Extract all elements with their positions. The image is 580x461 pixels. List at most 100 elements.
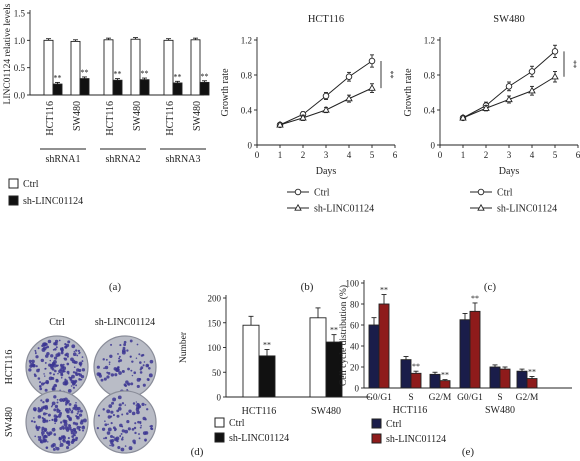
bar-d-ctrl	[242, 324, 260, 398]
y-tick-label-b: 1.2	[241, 36, 252, 46]
colony-dot	[62, 419, 66, 423]
photo-row-label-hct116: HCT116	[4, 350, 15, 385]
colony-dot	[39, 408, 43, 412]
colony-dot	[53, 433, 57, 436]
legend-marker-sh-c	[477, 203, 485, 211]
colony-dot	[73, 366, 76, 369]
legend-swatch-ctrl-d	[214, 417, 225, 428]
colony-dot	[121, 413, 124, 416]
colony-dot	[104, 365, 109, 370]
colony-dot	[70, 430, 75, 435]
colony-dot	[74, 434, 76, 437]
group-label-e-sw480: SW480	[485, 405, 515, 416]
colony-dot	[52, 360, 57, 364]
colony-dot	[57, 372, 59, 375]
significance-a: **	[201, 72, 209, 81]
colony-dot	[80, 378, 83, 381]
point-b-triangle	[345, 94, 353, 102]
colony-dot	[35, 426, 39, 430]
colony-dot	[130, 369, 133, 372]
colony-dot	[67, 372, 70, 375]
x-tick-label-e: S	[497, 393, 502, 403]
colony-dot	[57, 364, 59, 367]
y-tick-label-a: 0.0	[14, 91, 26, 101]
colony-dot	[53, 414, 57, 418]
x-tick-label-e: G2/M	[429, 393, 452, 403]
photo-row-label-sw480: SW480	[4, 407, 15, 437]
colony-dot	[123, 383, 127, 387]
colony-dot	[107, 427, 112, 432]
point-c-triangle	[459, 113, 467, 121]
colony-dot	[135, 407, 140, 412]
colony-dot	[133, 426, 137, 430]
colony-dot	[144, 438, 147, 442]
colony-dot	[46, 447, 48, 449]
y-tick-label-c: 1.2	[424, 36, 435, 46]
colony-dot	[130, 382, 134, 386]
colony-dot	[71, 374, 75, 379]
colony-dot	[135, 404, 137, 407]
colony-dot	[77, 372, 81, 376]
colony-dot	[40, 358, 45, 363]
colony-dot	[128, 409, 132, 413]
legend-label-sh-c: sh-LINC01124	[497, 204, 557, 215]
colony-dot	[62, 427, 65, 430]
colony-dot	[124, 429, 129, 434]
colony-dot	[64, 353, 67, 357]
colony-dot	[104, 436, 108, 440]
colony-dot	[75, 384, 78, 387]
colony-dot	[82, 425, 85, 428]
colony-dot	[70, 440, 75, 444]
colony-dot	[62, 370, 65, 373]
colony-dot	[147, 378, 150, 381]
colony-dot	[39, 435, 42, 439]
colony-dot	[78, 352, 80, 355]
colony-dot	[60, 348, 64, 352]
legend-swatch-sh	[8, 195, 19, 206]
colony-dot	[124, 445, 127, 447]
colony-dot	[56, 398, 59, 401]
colony-dot	[80, 375, 85, 379]
colony-dot	[74, 406, 79, 411]
colony-dot	[144, 403, 147, 406]
colony-dot	[42, 439, 46, 443]
colony-dot	[53, 408, 57, 412]
significance-d: **	[330, 326, 338, 335]
colony-dot	[68, 423, 71, 427]
colony-dot	[108, 404, 113, 409]
chart-title-c: SW480	[493, 14, 525, 25]
colony-dot	[150, 427, 153, 430]
colony-dot	[63, 400, 65, 402]
colony-dot	[34, 435, 37, 438]
colony-dot	[103, 367, 105, 370]
x-tick-label-e: G2/M	[516, 393, 539, 403]
colony-dot	[142, 364, 145, 367]
bar-e-ctrl	[400, 359, 412, 389]
colony-dot	[129, 339, 133, 343]
y-tick-label-e: 0	[355, 384, 360, 394]
colony-dot	[110, 434, 114, 439]
colony-dot	[49, 363, 54, 368]
colony-dot	[51, 401, 56, 406]
colony-dot	[72, 371, 76, 374]
colony-dot	[32, 407, 37, 411]
colony-dot	[70, 385, 73, 387]
panel-label-d: (d)	[191, 446, 204, 458]
bar-e-ctrl	[459, 319, 471, 389]
colony-dot	[75, 422, 79, 426]
x-tick-label-c: 5	[553, 150, 558, 160]
point-b-circle	[322, 92, 330, 100]
colony-dot	[60, 365, 65, 369]
colony-dot	[112, 413, 116, 417]
significance-e: **	[471, 294, 479, 303]
colony-dot	[119, 434, 122, 437]
legend-label-sh: sh-LINC01124	[23, 196, 83, 207]
bar-a-sh	[139, 79, 150, 96]
colony-dot	[72, 352, 77, 357]
colony-dot	[76, 415, 80, 420]
colony-dot	[110, 373, 115, 377]
colony-dot	[65, 400, 69, 405]
colony-dot	[45, 412, 48, 415]
y-tick-label-a: 0.5	[14, 63, 26, 73]
legend-marker-ctrl-c	[477, 188, 485, 196]
